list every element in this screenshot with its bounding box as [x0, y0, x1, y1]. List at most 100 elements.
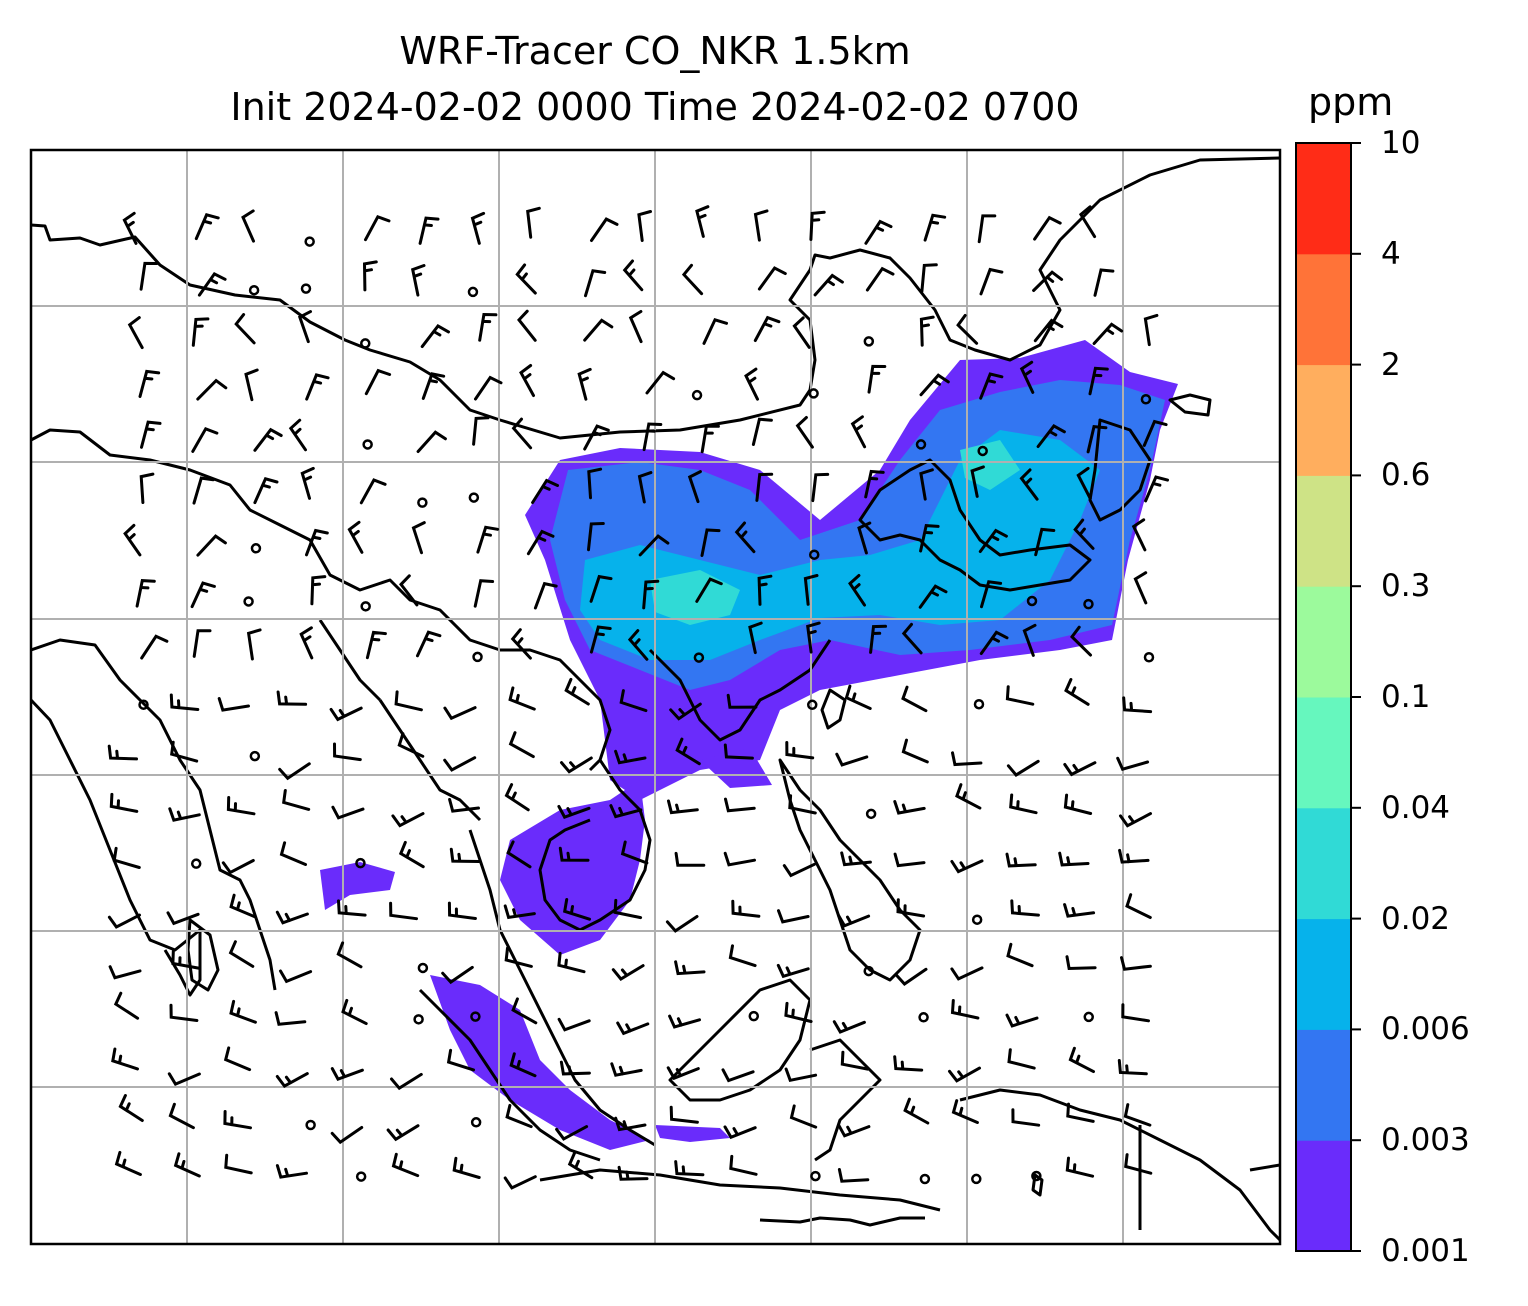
wind-barb — [503, 1175, 537, 1190]
wind-barb — [564, 677, 590, 706]
wind-barb — [473, 579, 495, 608]
plume-vietnam — [500, 780, 645, 955]
wind-barb — [950, 966, 984, 981]
wind-barb — [330, 1126, 364, 1145]
wind-barb — [447, 901, 477, 920]
wind-barb — [1033, 318, 1064, 343]
colorbar-tick-label: 0.006 — [1381, 1011, 1470, 1048]
wind-barb — [341, 998, 368, 1026]
wind-barb — [299, 626, 314, 660]
wind-barb — [681, 263, 704, 296]
wind-barb — [590, 217, 619, 242]
wind-barb — [700, 424, 720, 454]
wind-barb — [695, 577, 723, 603]
wind-barb — [616, 1021, 650, 1036]
wind-barb — [123, 523, 142, 557]
calm-wind-marker — [863, 336, 875, 347]
wind-barb — [394, 690, 423, 712]
wind-barb — [637, 210, 652, 242]
wind-barb — [508, 731, 535, 759]
calm-wind-marker — [417, 962, 429, 974]
wind-barb — [505, 1103, 533, 1129]
wind-barb — [223, 1046, 252, 1072]
wind-barb — [979, 267, 1004, 296]
colorbar — [1296, 143, 1351, 1252]
colorbar-tick-label: 2 — [1381, 346, 1401, 383]
wind-barb — [785, 741, 815, 760]
wind-barb — [893, 800, 926, 815]
calm-wind-marker — [808, 388, 819, 399]
wind-barb — [279, 841, 307, 866]
wind-barb — [642, 422, 663, 452]
wind-barb — [111, 1047, 139, 1071]
wind-barb — [364, 214, 391, 242]
wind-barb — [674, 851, 706, 867]
wind-barb — [1063, 761, 1097, 777]
wind-barb — [627, 629, 649, 661]
wind-barb — [567, 1151, 594, 1180]
wind-barb — [192, 476, 215, 505]
wind-barb — [274, 1011, 307, 1026]
wind-barb — [191, 426, 219, 453]
wind-barb — [951, 751, 983, 767]
wind-barb — [724, 797, 756, 813]
wind-barb — [533, 581, 558, 610]
wind-barb — [1088, 366, 1109, 396]
wind-barb — [811, 472, 830, 503]
wind-barb — [107, 913, 141, 929]
wind-barb — [1120, 956, 1152, 971]
wind-barb — [1007, 1048, 1036, 1070]
wind-barb — [229, 893, 257, 919]
wind-barb — [637, 471, 653, 504]
wind-barb — [695, 205, 710, 238]
wind-barb — [329, 706, 363, 722]
colorbar-tick-label: 0.3 — [1381, 568, 1431, 605]
wind-barb — [675, 737, 701, 766]
wind-barb — [166, 911, 200, 926]
wind-barb — [139, 261, 159, 291]
wind-barb — [956, 313, 979, 345]
wind-barb — [331, 805, 365, 820]
wind-barb — [1065, 1156, 1095, 1178]
wind-barb — [169, 693, 200, 711]
wind-barb — [113, 991, 140, 1020]
wind-barb — [391, 1152, 420, 1178]
wind-barb — [508, 686, 536, 711]
wind-barb — [241, 209, 255, 243]
wind-barb — [809, 210, 826, 241]
wind-barb — [190, 581, 216, 609]
wind-barb — [330, 1067, 364, 1081]
wind-barb — [138, 369, 161, 398]
wind-barb — [1076, 466, 1092, 500]
wind-barb — [1142, 419, 1168, 447]
wind-barb — [398, 840, 425, 869]
wind-barb — [795, 416, 814, 449]
wind-barb — [950, 859, 984, 874]
wind-barb — [217, 697, 250, 712]
calm-wind-marker — [1143, 651, 1155, 663]
wind-barb — [470, 211, 486, 245]
calm-wind-marker — [305, 1119, 316, 1131]
wind-barb — [1086, 424, 1108, 454]
calm-wind-marker — [300, 283, 312, 294]
wind-barb — [614, 1116, 647, 1132]
wind-barb — [978, 528, 1008, 553]
wind-barb — [850, 415, 867, 449]
wind-barb — [1019, 468, 1039, 501]
wind-barb — [977, 214, 997, 244]
wind-barb — [1133, 571, 1148, 605]
calm-wind-marker — [360, 338, 371, 349]
wind-barb — [253, 427, 283, 452]
wind-barb — [784, 1001, 813, 1023]
wind-barb — [1058, 851, 1090, 867]
wind-barb — [901, 622, 923, 655]
wind-barb — [645, 370, 676, 395]
wind-barb — [391, 812, 425, 828]
calm-wind-marker — [919, 1173, 931, 1185]
wind-barb — [584, 269, 607, 298]
wind-barb — [515, 263, 537, 295]
wind-barb — [1064, 678, 1090, 706]
wind-barb — [410, 264, 426, 297]
wind-barb — [869, 624, 887, 654]
wind-barb — [278, 762, 311, 781]
